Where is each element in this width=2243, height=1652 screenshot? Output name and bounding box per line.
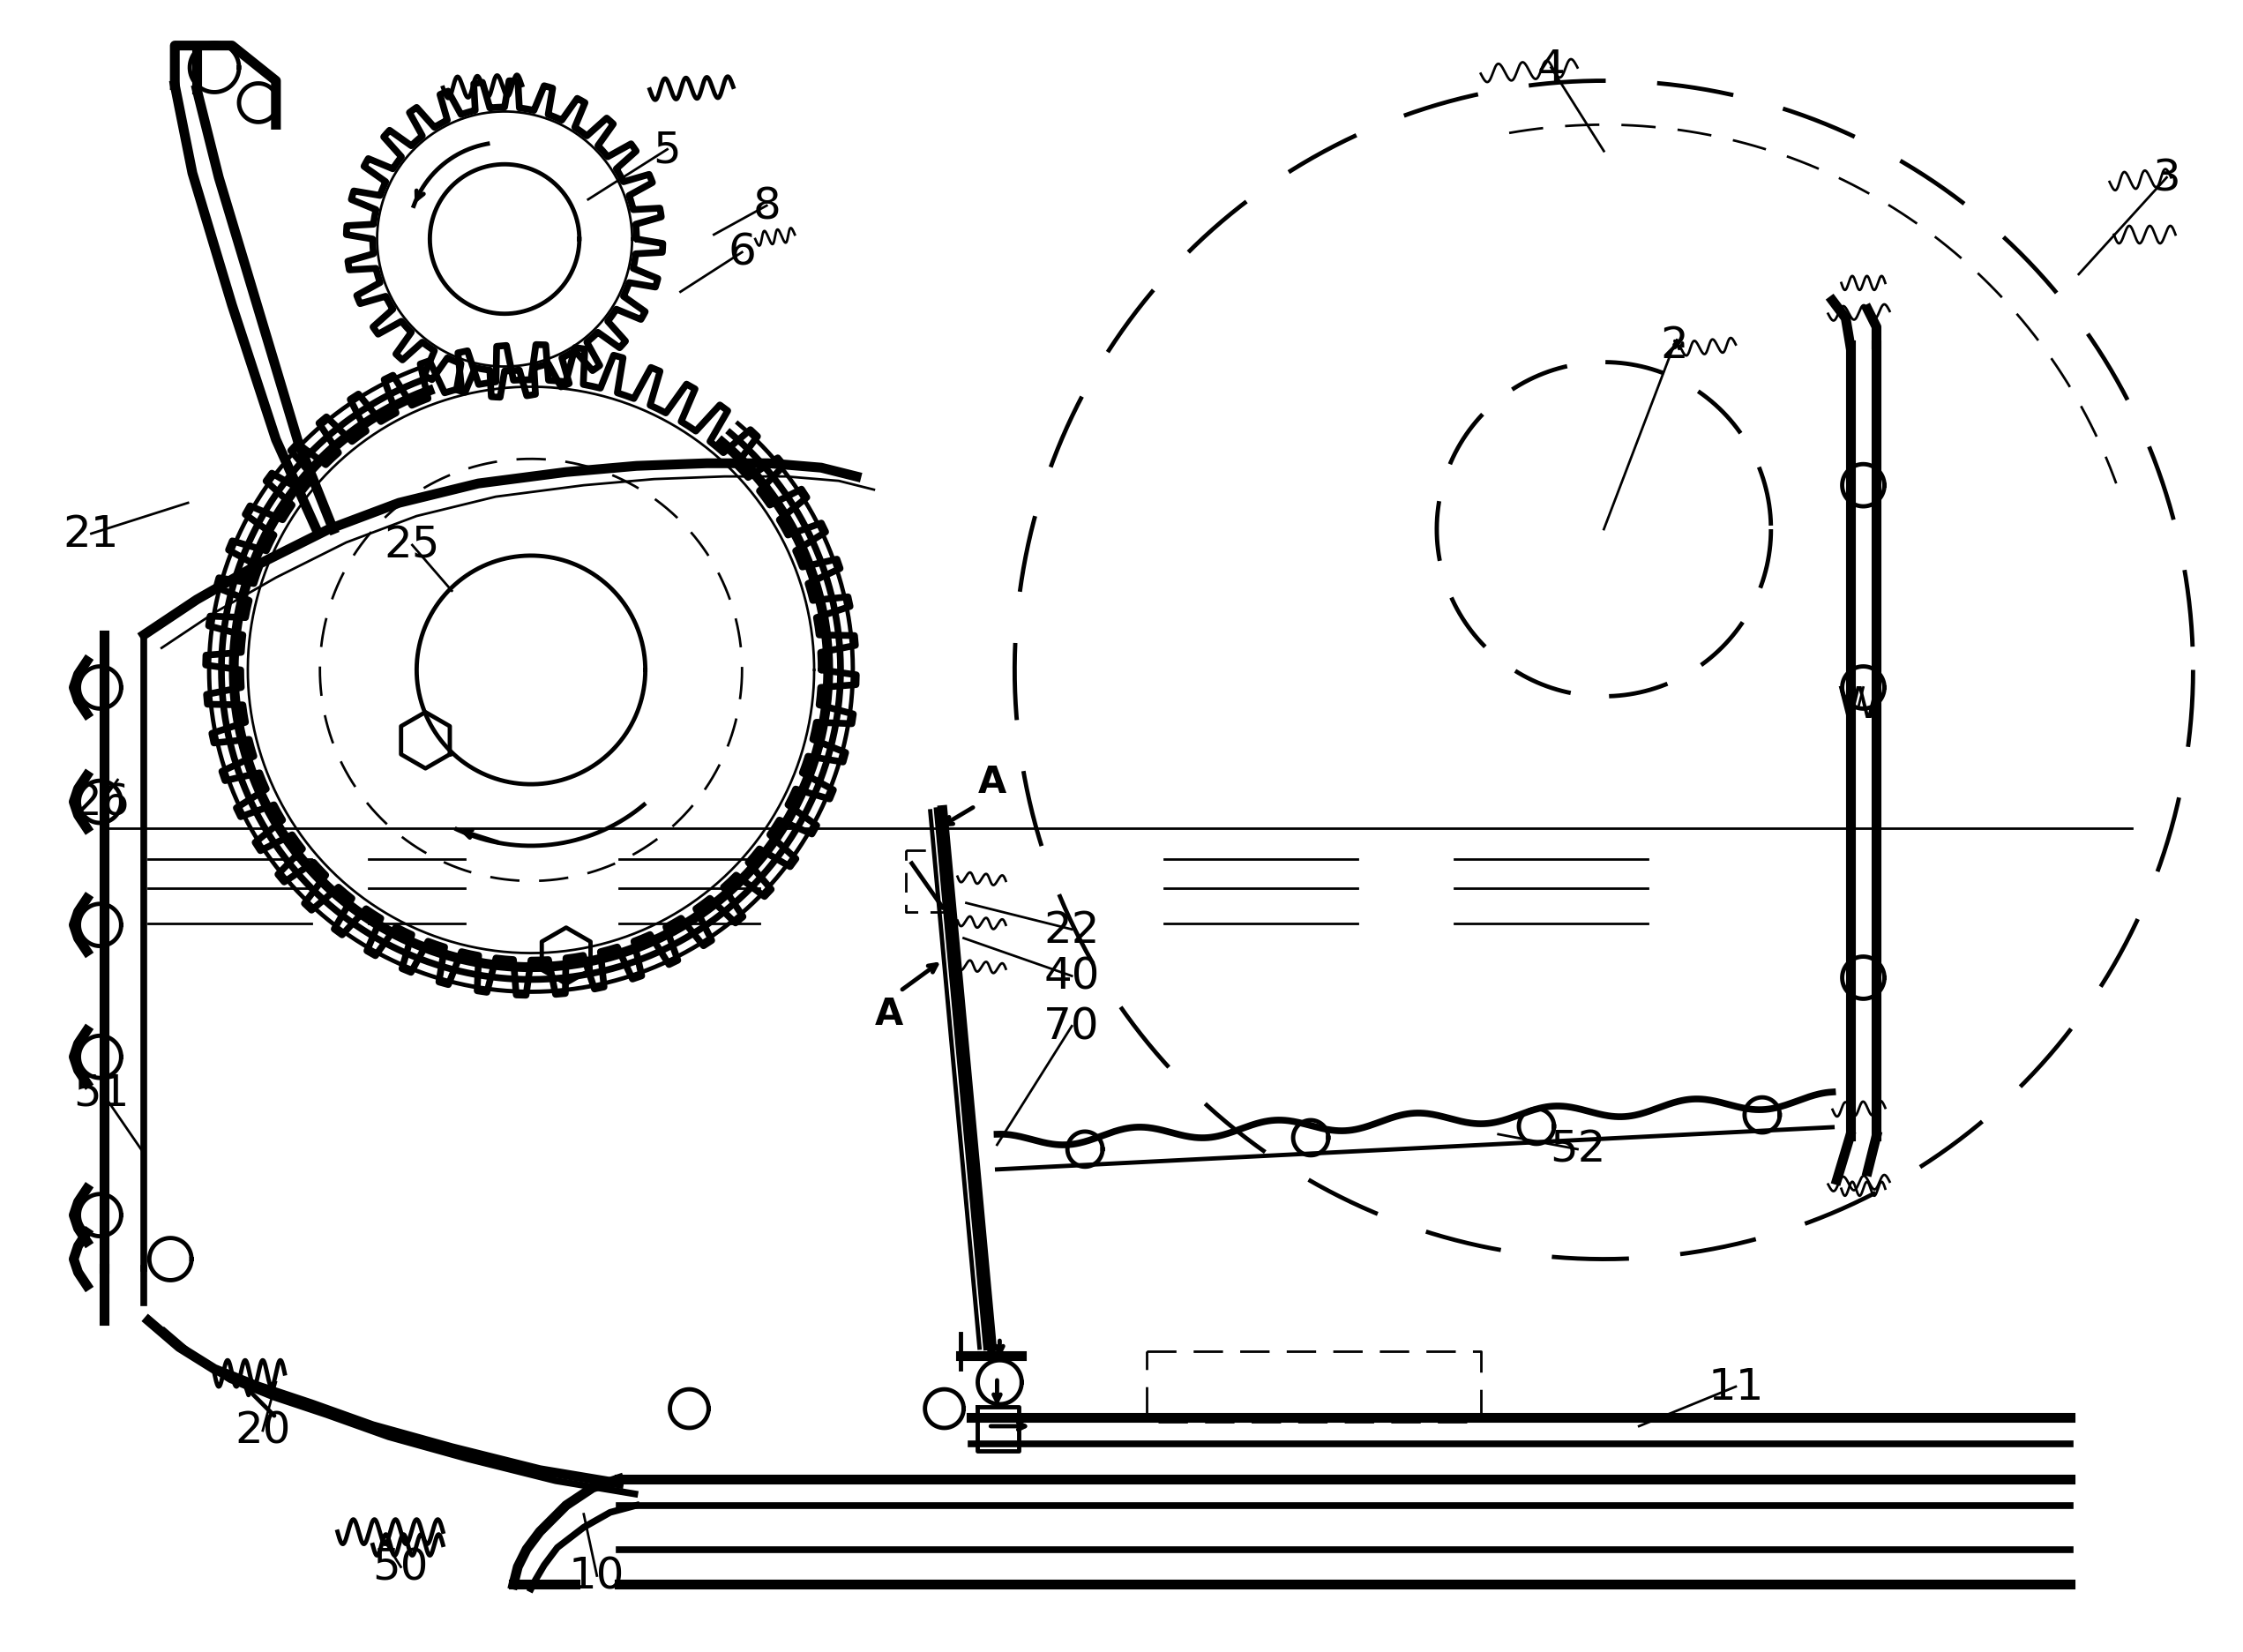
Text: W: W: [1837, 684, 1880, 727]
Text: 51: 51: [74, 1070, 130, 1113]
Text: 5: 5: [653, 129, 682, 172]
Text: 25: 25: [384, 524, 440, 567]
Text: 10: 10: [570, 1555, 626, 1597]
Text: A: A: [978, 763, 1007, 801]
Text: 21: 21: [63, 514, 119, 555]
Text: 4: 4: [1536, 48, 1566, 89]
Text: 70: 70: [1043, 1004, 1099, 1047]
Text: 22: 22: [1043, 909, 1099, 952]
Text: 3: 3: [2153, 157, 2180, 200]
Text: 8: 8: [754, 185, 781, 228]
Text: 26: 26: [74, 781, 130, 823]
Text: A: A: [875, 996, 904, 1032]
Text: 20: 20: [236, 1409, 292, 1452]
Text: 6: 6: [729, 231, 756, 274]
Text: 50: 50: [372, 1546, 428, 1588]
Text: 2: 2: [1660, 324, 1689, 367]
Text: 11: 11: [1707, 1366, 1763, 1408]
Text: 40: 40: [1043, 955, 1099, 998]
Text: 52: 52: [1550, 1128, 1606, 1171]
